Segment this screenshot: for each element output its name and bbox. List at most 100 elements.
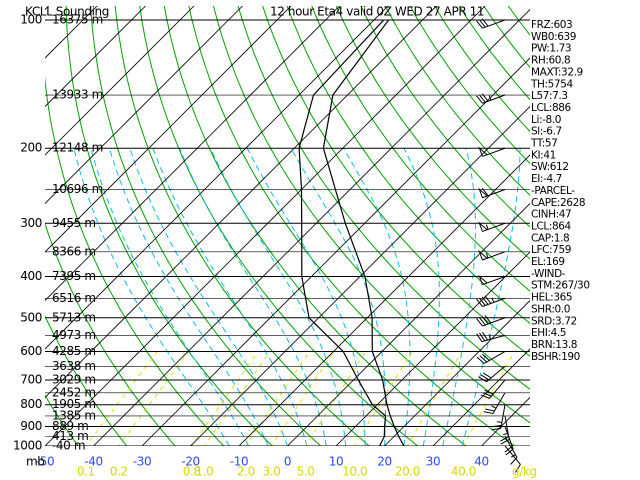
index-text: CAPE:2628 bbox=[531, 197, 585, 209]
index-text: KI:41 bbox=[531, 149, 556, 161]
x-tick-label: -20 bbox=[181, 455, 199, 469]
mixing-ratio-line bbox=[462, 351, 515, 446]
mixing-ratio-label: 5.0 bbox=[297, 465, 315, 479]
y-tick-label: 700 bbox=[20, 373, 42, 387]
index-text: EL:169 bbox=[531, 256, 565, 268]
wind-barb bbox=[478, 221, 506, 232]
mixing-ratio-label: 0.8 bbox=[183, 465, 201, 479]
wind-barb bbox=[478, 274, 506, 286]
isotherm bbox=[45, 6, 389, 350]
y-tick-label: 800 bbox=[20, 397, 42, 411]
index-text: LCL:886 bbox=[531, 102, 572, 114]
dry-adiabat bbox=[237, 6, 530, 390]
moist-adiabat bbox=[108, 148, 269, 446]
index-text: BRN:13.8 bbox=[531, 339, 577, 351]
dry-adiabat bbox=[384, 6, 530, 196]
isotherm bbox=[335, 251, 530, 446]
wind-barb bbox=[478, 146, 506, 157]
wind-barb bbox=[500, 415, 510, 445]
dry-adiabat bbox=[286, 6, 530, 325]
mixing-ratio-label: 20.0 bbox=[395, 465, 420, 479]
mixing-ratio-label: 10.0 bbox=[342, 465, 367, 479]
index-text: SW:612 bbox=[531, 161, 569, 173]
height-label: 1385 m bbox=[52, 408, 96, 422]
wind-barb bbox=[476, 18, 506, 29]
height-label: 413 m bbox=[52, 429, 88, 443]
isotherm bbox=[45, 6, 195, 156]
index-text: L57:7.3 bbox=[531, 90, 568, 102]
mixing-ratio-label: 2.0 bbox=[237, 465, 255, 479]
mixing-ratio-line bbox=[354, 351, 413, 446]
isotherm bbox=[189, 105, 530, 446]
labels: 0.1 0.2 0.81.0 2.0 3.0 5.0 10.0 20.0 40.0 -50 -40 -… bbox=[13, 13, 590, 479]
index-text: LCL:864 bbox=[531, 220, 572, 232]
index-text: RH:60.8 bbox=[531, 55, 570, 67]
moist-adiabat bbox=[343, 147, 411, 446]
index-text: BSHR:190 bbox=[531, 351, 580, 363]
mixing-ratio-label: 0.1 bbox=[77, 465, 95, 479]
y-tick-label: 600 bbox=[20, 344, 42, 358]
height-label: 3638 m bbox=[52, 359, 96, 373]
index-text: Li:-8.0 bbox=[531, 114, 561, 126]
x-tick-label: 30 bbox=[426, 455, 440, 469]
wind-barb bbox=[483, 392, 506, 415]
wind-barb bbox=[476, 351, 506, 364]
wind-barb bbox=[491, 404, 506, 431]
isotherm bbox=[45, 6, 147, 108]
moist-adiabat bbox=[442, 148, 476, 446]
y-tick-label: 900 bbox=[20, 419, 42, 433]
height-label: 889 m bbox=[52, 419, 88, 433]
height-label: 7395 m bbox=[52, 269, 96, 283]
y-tick-label: 500 bbox=[20, 310, 42, 324]
index-text: -WIND- bbox=[531, 268, 566, 280]
chart-subtitle: 12 hour Eta4 valid 0Z WED 27 APR 11 bbox=[270, 5, 484, 19]
wind-barb bbox=[476, 315, 506, 327]
mixing-ratio-line bbox=[304, 351, 367, 446]
index-text: HEL:365 bbox=[531, 292, 572, 304]
y-tick-label: 200 bbox=[20, 141, 42, 155]
mixing-ratio-line bbox=[85, 351, 158, 446]
mixing-ratio-line bbox=[118, 351, 190, 446]
wind-barb bbox=[478, 187, 506, 199]
mixing-ratio-label: 40.0 bbox=[451, 465, 476, 479]
y-tick-label: 300 bbox=[20, 216, 42, 230]
isotherm bbox=[141, 57, 530, 446]
chart-title: KCLL Sounding bbox=[25, 5, 109, 19]
isotherm bbox=[383, 299, 530, 446]
index-text: LFC:759 bbox=[531, 244, 571, 256]
isotherm bbox=[45, 6, 244, 205]
y-tick-label: 100 bbox=[20, 13, 42, 27]
moist-adiabat bbox=[210, 147, 347, 446]
index-text: CAP:1.8 bbox=[531, 232, 569, 244]
height-label: 16375 m bbox=[52, 13, 103, 27]
mixing-ratio-label: 0.2 bbox=[110, 465, 128, 479]
profile-line bbox=[298, 19, 387, 446]
mixing-ratio-label: 3.0 bbox=[263, 465, 281, 479]
height-label: 13933 m bbox=[52, 88, 103, 102]
dry-adiabat bbox=[45, 222, 176, 446]
height-label: 8366 m bbox=[52, 244, 96, 258]
index-text: EI:-4.7 bbox=[531, 173, 562, 185]
dry-adiabat bbox=[360, 6, 530, 228]
dry-adiabat bbox=[45, 315, 128, 446]
x-tick-label: 20 bbox=[377, 455, 391, 469]
x-tick-label: 40 bbox=[474, 455, 488, 469]
wind-barb bbox=[478, 249, 506, 261]
index-text: TH:5754 bbox=[530, 78, 573, 90]
index-text: STM:267/30 bbox=[531, 280, 590, 292]
dry-adiabat bbox=[213, 6, 530, 424]
index-text: TT:57 bbox=[530, 138, 557, 150]
isotherm bbox=[286, 202, 530, 446]
x-tick-label: -40 bbox=[84, 455, 102, 469]
index-text: CINH:47 bbox=[531, 209, 571, 221]
index-text: FRZ:603 bbox=[531, 19, 572, 31]
index-text: PW:1.73 bbox=[531, 43, 571, 55]
height-label: 6516 m bbox=[52, 291, 96, 305]
isotherm bbox=[45, 6, 292, 253]
isotherm bbox=[238, 154, 530, 446]
dry-adiabat bbox=[409, 6, 530, 165]
dry-adiabat bbox=[45, 394, 79, 446]
height-label: 1905 m bbox=[52, 397, 96, 411]
profile-line bbox=[322, 19, 405, 446]
isotherm bbox=[432, 348, 530, 446]
